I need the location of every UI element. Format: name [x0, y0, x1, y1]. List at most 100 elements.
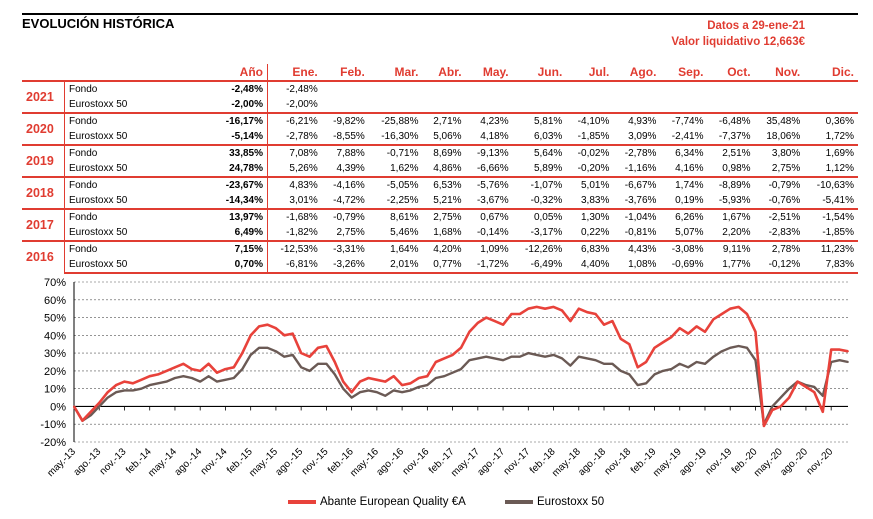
year-label: 2016 — [22, 240, 65, 273]
monthly-return: -6,67% — [613, 176, 661, 193]
monthly-return: 4,40% — [566, 257, 614, 274]
monthly-return: 6,83% — [566, 240, 614, 257]
data-point-fund — [283, 334, 286, 337]
data-point-fund — [98, 402, 101, 404]
data-point-index — [729, 346, 732, 349]
monthly-return: -1,16% — [624, 163, 657, 174]
data-point-fund — [325, 345, 328, 347]
data-point-index — [426, 384, 429, 386]
monthly-return: -0,02% — [566, 144, 614, 161]
monthly-return: -2,78% — [286, 131, 318, 142]
header-name-spacer — [65, 64, 194, 81]
data-point-fund — [392, 375, 395, 378]
data-point-fund — [342, 380, 345, 383]
data-point-fund — [746, 313, 748, 315]
monthly-return: 2,75% — [336, 227, 365, 238]
monthly-return: -4,16% — [321, 176, 369, 193]
monthly-return: -9,82% — [321, 112, 369, 129]
data-point-index — [737, 345, 740, 347]
monthly-return: 4,86% — [433, 163, 462, 174]
data-point-fund — [468, 330, 471, 333]
row-name: Fondo — [64, 176, 193, 193]
data-point-fund — [73, 405, 75, 408]
monthly-return: 0,22% — [581, 227, 610, 238]
monthly-return: 6,53% — [422, 176, 466, 193]
data-point-fund — [451, 354, 454, 356]
data-point-fund — [300, 352, 303, 354]
row-name: Fondo — [64, 80, 193, 97]
monthly-return: -7,74% — [660, 112, 708, 129]
data-point-index — [611, 362, 614, 365]
data-point-fund — [460, 346, 462, 349]
data-point-fund — [779, 405, 782, 408]
column-header: Nov. — [775, 65, 801, 79]
legend-swatch-index — [505, 500, 533, 504]
x-tick-label: may.-18 — [550, 446, 583, 479]
monthly-return: -1,68% — [267, 208, 322, 225]
data-point-index — [527, 352, 530, 354]
x-tick-label: nov.-15 — [300, 446, 331, 477]
data-point-fund — [670, 336, 673, 338]
monthly-return — [804, 80, 858, 97]
monthly-return — [513, 97, 567, 113]
data-point-index — [493, 357, 496, 360]
monthly-return — [566, 97, 613, 113]
data-point-fund — [527, 307, 530, 310]
monthly-return: 1,69% — [804, 144, 858, 161]
data-point-fund — [207, 362, 210, 365]
data-point-fund — [805, 386, 807, 388]
monthly-return — [707, 80, 755, 97]
monthly-return: -3,31% — [321, 240, 369, 257]
x-tick-label: ago.-14 — [173, 446, 205, 478]
column-header: Jun. — [537, 65, 563, 79]
data-point-fund — [384, 380, 387, 383]
data-point-index — [384, 394, 387, 397]
monthly-return: 0,36% — [804, 112, 858, 129]
report-meta: Datos a 29-ene-21 Valor liquidativo 12,6… — [671, 18, 805, 50]
data-point-fund — [132, 382, 134, 385]
monthly-return: 1,30% — [566, 208, 614, 225]
monthly-return: 6,34% — [660, 144, 708, 161]
data-point-index — [628, 373, 631, 376]
monthly-return: 1,68% — [433, 227, 462, 238]
monthly-return: 0,77% — [422, 257, 466, 274]
monthly-return: -10,63% — [804, 176, 858, 193]
monthly-return: -5,05% — [368, 176, 423, 193]
data-point-index — [283, 355, 286, 358]
data-point-fund — [847, 350, 849, 353]
monthly-return: 0,98% — [722, 163, 751, 174]
monthly-return: 4,20% — [422, 240, 466, 257]
data-point-fund — [493, 320, 496, 322]
legend-label-fund: Abante European Quality €A — [320, 496, 466, 508]
monthly-return: -2,78% — [613, 144, 661, 161]
data-point-index — [325, 362, 328, 365]
data-point-index — [451, 371, 454, 374]
monthly-return: -4,72% — [333, 195, 365, 206]
x-tick-label: nov.-20 — [804, 446, 835, 477]
monthly-return — [422, 80, 466, 97]
data-point-fund — [476, 322, 479, 324]
table-row: Eurostoxx 50 6,49% -1,82% 2,75% 5,46% 1,68% -0… — [22, 225, 858, 241]
data-point-fund — [636, 366, 639, 369]
data-point-index — [249, 354, 252, 356]
data-point-index — [712, 355, 715, 358]
x-tick-label: may.-17 — [449, 446, 482, 479]
monthly-return — [755, 97, 805, 113]
monthly-return: -2,48% — [267, 80, 322, 97]
data-point-fund — [704, 330, 706, 333]
x-tick-label: nov.-16 — [401, 446, 432, 477]
monthly-return: -5,76% — [465, 176, 513, 193]
row-name: Eurostoxx 50 — [69, 195, 128, 206]
series-line-index — [72, 344, 849, 426]
data-point-fund — [165, 370, 168, 372]
table-row: 2016 Fondo 7,15% -12,53% -3,31% 1,64% 4,20% 1,0… — [22, 240, 858, 273]
data-point-index — [317, 362, 319, 365]
x-tick-label: ago.-17 — [475, 446, 507, 478]
data-point-fund — [426, 375, 429, 378]
data-point-fund — [628, 343, 631, 346]
data-point-fund — [662, 341, 664, 344]
x-tick-label: may.-20 — [752, 446, 785, 479]
table-row: 2017 Fondo 13,97% -1,68% -0,79% 8,61% 2,75% 0,6… — [22, 208, 858, 241]
data-point-index — [510, 355, 513, 358]
header-rule — [22, 13, 858, 15]
